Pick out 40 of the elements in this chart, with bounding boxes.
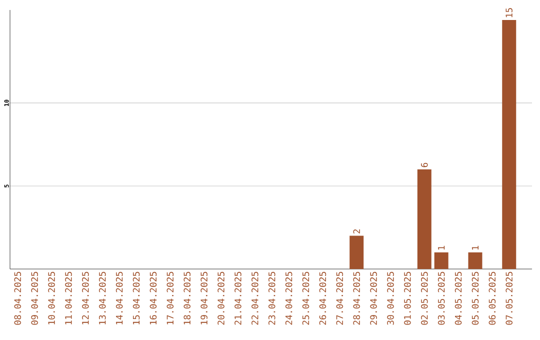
x-tick-label: 22.04.2025 — [252, 272, 258, 325]
x-tick-label: 19.04.2025 — [200, 272, 208, 324]
x-tick-label: 24.04.2025 — [285, 272, 292, 325]
x-tick-label: 07.05.2025 — [506, 272, 513, 325]
x-tick-label: 29.04.2025 — [370, 272, 377, 325]
x-tick-label: 10.04.2025 — [48, 272, 55, 324]
x-tick-label: 06.05.2025 — [488, 272, 496, 325]
x-tick-label: 03.05.2025 — [438, 272, 445, 325]
bar — [350, 236, 364, 269]
x-tick-label: 13.04.2025 — [98, 272, 106, 324]
x-tick-label: 23.04.2025 — [268, 272, 276, 325]
x-tick-label: 04.05.2025 — [454, 272, 462, 325]
x-tick-label: 16.04.2025 — [150, 272, 157, 324]
x-tick-label: 17.04.2025 — [166, 272, 174, 324]
x-tick-label: 02.05.2025 — [420, 272, 428, 325]
data-label: 1 — [472, 246, 479, 250]
x-tick-label: 30.04.2025 — [387, 272, 394, 325]
x-tick-label: 20.04.2025 — [218, 272, 224, 325]
x-tick-label: 08.04.2025 — [14, 272, 22, 325]
bar — [468, 252, 482, 269]
x-tick-label: 05.05.2025 — [472, 272, 479, 325]
x-tick-label: 28.04.2025 — [353, 272, 360, 325]
x-tick-label: 09.04.2025 — [31, 272, 38, 325]
data-label: 2 — [353, 229, 360, 234]
data-label: 1 — [438, 246, 445, 250]
x-tick-label: 21.04.2025 — [234, 272, 242, 325]
x-tick-label: 15.04.2025 — [132, 272, 140, 324]
x-tick-label: 27.04.2025 — [336, 272, 344, 325]
x-tick-label: 14.04.2025 — [116, 272, 123, 324]
x-tick-label: 01.05.2025 — [404, 272, 411, 325]
bar — [417, 169, 432, 269]
data-label: 15 — [506, 8, 512, 18]
bar — [502, 20, 516, 269]
x-tick-label: 26.04.2025 — [319, 272, 326, 325]
x-tick-label: 18.04.2025 — [184, 272, 191, 324]
x-tick-label: 11.04.2025 — [65, 272, 72, 324]
x-tick-label: 25.04.2025 — [302, 272, 310, 325]
data-label: 6 — [420, 162, 428, 168]
x-tick-label: 12.04.2025 — [82, 272, 89, 324]
bar — [434, 252, 448, 269]
